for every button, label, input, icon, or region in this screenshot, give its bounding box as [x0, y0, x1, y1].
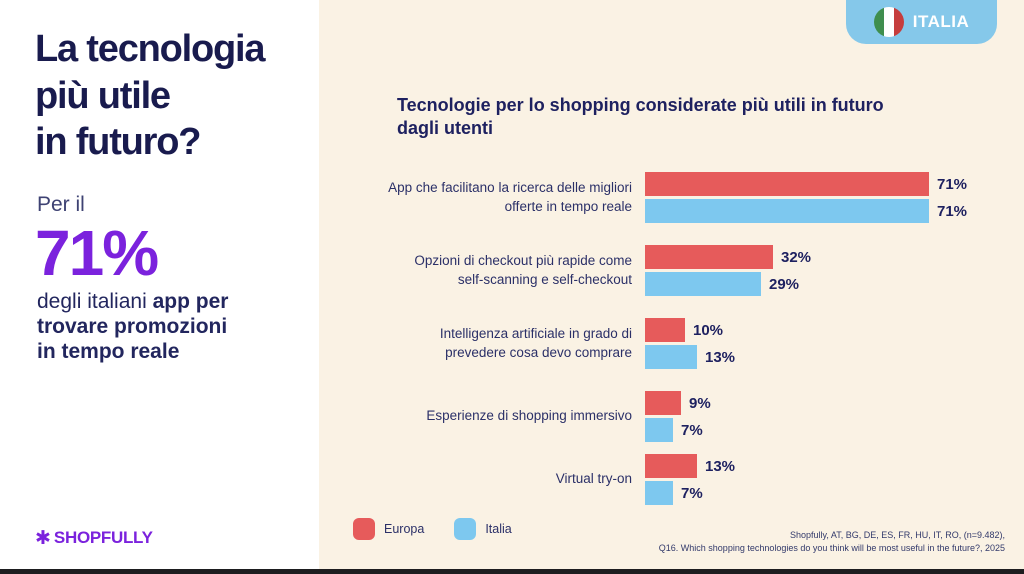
bar-italia [645, 345, 697, 369]
chart-panel: Tecnologie per lo shopping considerate p… [319, 0, 1024, 569]
bar-italia [645, 199, 929, 223]
bar-pair: 32% 29% [645, 245, 811, 296]
category-label: Opzioni di checkout più rapide come self… [414, 253, 632, 287]
bar-row-europa: 10% [645, 318, 735, 342]
flag-stripe [893, 7, 904, 37]
category-label: Virtual try-on [555, 471, 632, 487]
logo-text: SHOPFULLY [53, 528, 153, 547]
left-panel: La tecnologia più utile in futuro? Per i… [0, 0, 319, 569]
bar-row-italia: 71% [645, 199, 967, 223]
bar-row-italia: 7% [645, 418, 711, 442]
bar-group: Opzioni di checkout più rapide come self… [345, 245, 1015, 296]
category-label: Intelligenza artificiale in grado di pre… [439, 326, 632, 360]
bar-pair: 10% 13% [645, 318, 735, 369]
bar-row-italia: 29% [645, 272, 811, 296]
chart-title: Tecnologie per lo shopping considerate p… [397, 95, 884, 139]
bar-europa [645, 245, 773, 269]
bar-row-europa: 9% [645, 391, 711, 415]
bar-group: Esperienze di shopping immersivo 9% 7% [345, 391, 1015, 442]
bar-europa [645, 318, 685, 342]
stat-desc-bold: app per trovare promozioni in tempo real… [37, 290, 229, 364]
bar-row-italia: 7% [645, 481, 735, 505]
country-badge-label: ITALIA [912, 12, 970, 31]
bar-row-italia: 13% [645, 345, 735, 369]
bar-pair: 13% 7% [645, 454, 735, 505]
stat-value: 71% [35, 217, 159, 289]
flag-stripe [883, 7, 894, 37]
value-label: 10% [693, 321, 724, 339]
value-label: 71% [937, 202, 968, 220]
country-badge: ITALIA [846, 0, 997, 44]
legend-swatch-italia [454, 518, 477, 540]
bar-europa [645, 391, 681, 415]
value-label: 71% [937, 175, 968, 193]
legend-item-italia: Italia [454, 518, 512, 540]
bar-pair: 71% 71% [645, 172, 967, 223]
bar-row-europa: 32% [645, 245, 811, 269]
bar-group: Intelligenza artificiale in grado di pre… [345, 318, 1015, 369]
bar-europa [645, 172, 929, 196]
value-label: 9% [689, 394, 711, 412]
value-label: 13% [705, 457, 736, 475]
category-label: App che facilitano la ricerca delle migl… [388, 180, 632, 214]
bar-group: Virtual try-on 13% 7% [345, 454, 1015, 505]
source-footnote: Shopfully, AT, BG, DE, ES, FR, HU, IT, R… [659, 529, 1005, 555]
legend-label: Italia [485, 522, 512, 536]
legend-item-europa: Europa [353, 518, 424, 540]
bar-groups: App che facilitano la ricerca delle migl… [345, 172, 1015, 527]
bar-italia [645, 418, 673, 442]
value-label: 29% [769, 275, 800, 293]
stat-desc-regular: degli italiani [37, 290, 153, 313]
value-label: 7% [681, 421, 703, 439]
flag-stripe [873, 7, 884, 37]
legend-swatch-europa [353, 518, 375, 540]
bar-row-europa: 13% [645, 454, 735, 478]
value-label: 7% [681, 484, 703, 502]
bar-row-europa: 71% [645, 172, 967, 196]
bar-italia [645, 481, 673, 505]
stat-description: degli italiani app per trovare promozion… [37, 289, 299, 365]
asterisk-star-icon: ✱ [35, 527, 51, 549]
bar-pair: 9% 7% [645, 391, 711, 442]
bar-italia [645, 272, 761, 296]
footnote-line-1: Shopfully, AT, BG, DE, ES, FR, HU, IT, R… [790, 530, 1005, 540]
footnote-line-2: Q16. Which shopping technologies do you … [658, 543, 1005, 554]
legend-label: Europa [384, 522, 425, 536]
value-label: 13% [705, 348, 736, 366]
bar-europa [645, 454, 697, 478]
category-label: Esperienze di shopping immersivo [426, 408, 632, 424]
bottom-strip [0, 569, 1024, 574]
bar-group: App che facilitano la ricerca delle migl… [345, 172, 1015, 223]
shopfully-logo: ✱ SHOPFULLY [35, 528, 153, 548]
value-label: 32% [781, 248, 812, 266]
chart-legend: Europa Italia [353, 518, 512, 540]
page-title: La tecnologia più utile in futuro? [35, 28, 266, 164]
stat-intro: Per il [37, 193, 85, 216]
italy-flag-icon [873, 7, 904, 37]
